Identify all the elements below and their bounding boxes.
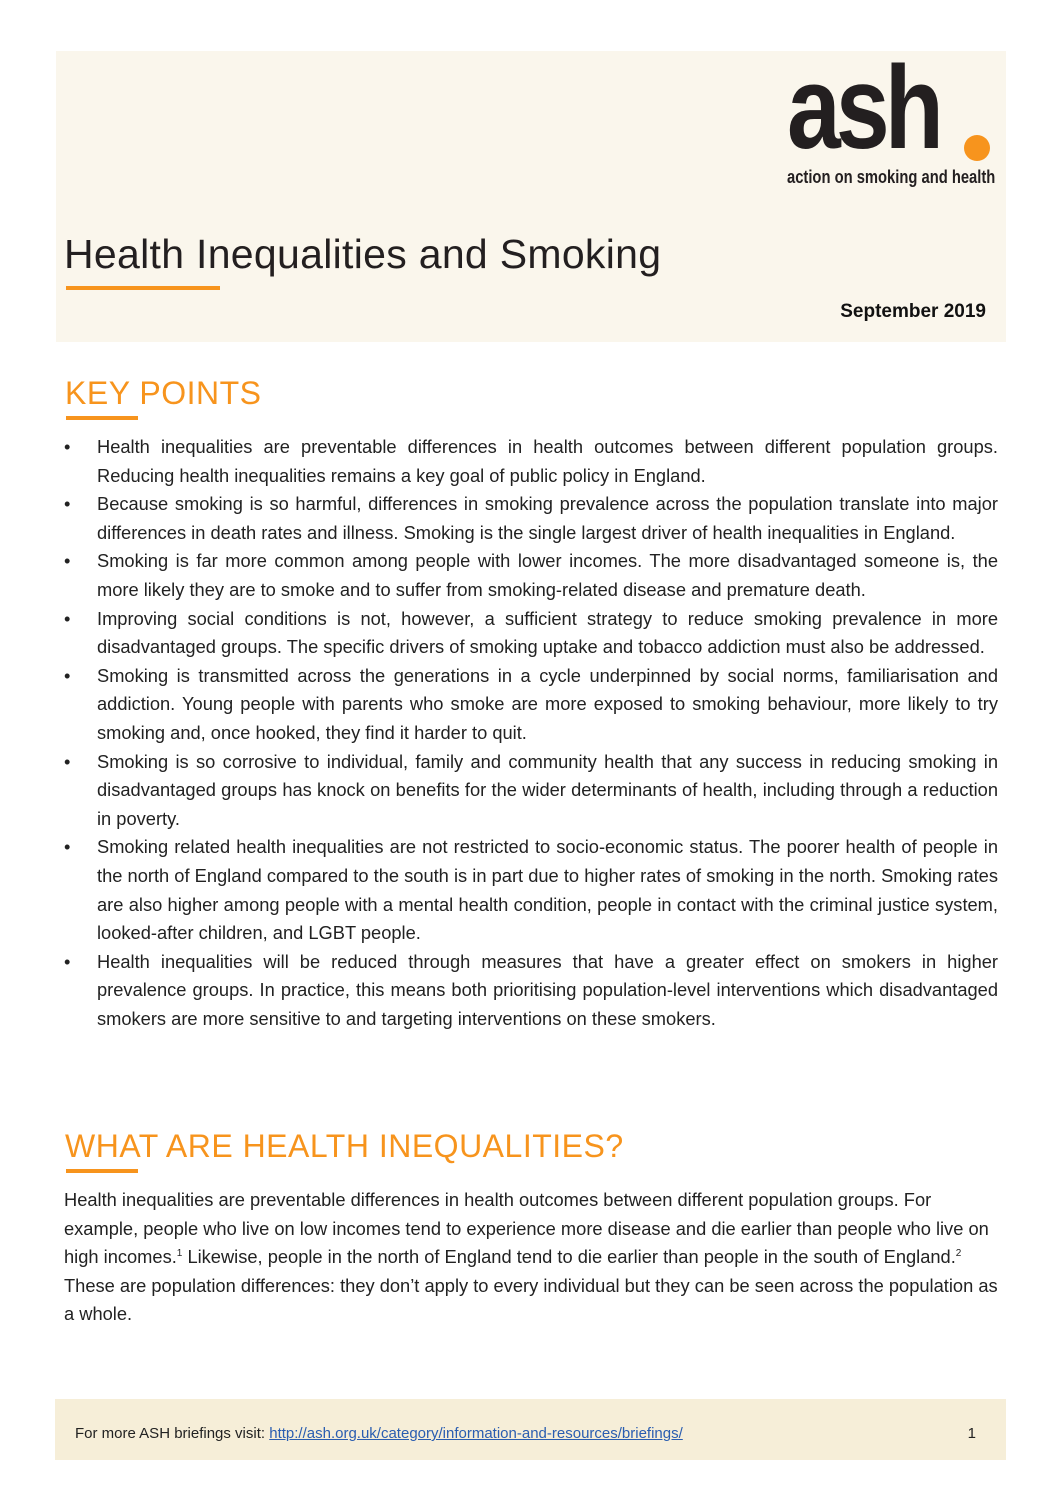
logo-wordmark: ash [787,42,944,174]
page-title: Health Inequalities and Smoking [64,231,662,277]
key-point-item: • Smoking is far more common among people… [64,547,998,604]
key-point-item: • Smoking is transmitted across the gener… [64,662,998,748]
briefings-link[interactable]: http://ash.org.uk/category/information-a… [269,1425,683,1442]
key-point-item: • Smoking related health inequalities are… [64,833,998,947]
footer: For more ASH briefings visit: http://ash… [55,1399,1006,1460]
footnote-ref[interactable]: 1 [176,1248,183,1260]
what-are-heading: WHAT ARE HEALTH INEQUALITIES? [65,1128,624,1164]
key-point-text: Smoking is so corrosive to individual, f… [97,750,998,829]
key-point-item: • Health inequalities will be reduced thr… [64,948,998,1034]
key-points-list: • Health inequalities are preventable dif… [64,433,998,1033]
key-point-text: Because smoking is so harmful, differenc… [97,493,998,543]
key-points-heading: KEY POINTS [65,375,262,411]
footer-text: For more ASH briefings visit: http://ash… [75,1425,683,1442]
para-text: Health inequalities are preventable diff… [64,1189,989,1268]
logo-tagline: action on smoking and health [787,167,996,187]
key-point-text: Health inequalities are preventable diff… [97,436,998,486]
bullet-icon: • [64,493,71,515]
logo-dot [964,135,990,161]
key-point-item: • Improving social conditions is not, how… [64,605,998,662]
bullet-icon: • [64,836,71,858]
para-text: These are population differences: they d… [64,1274,998,1325]
what-are-underline [66,1169,138,1173]
key-point-text: Health inequalities will be reduced thro… [97,950,998,1029]
bullet-icon: • [64,664,71,686]
key-point-text: Smoking related health inequalities are … [97,836,998,944]
bullet-icon: • [64,436,71,457]
bullet-icon: • [64,607,71,629]
what-are-paragraph: Health inequalities are preventable diff… [64,1186,998,1329]
key-point-text: Smoking is transmitted across the genera… [97,664,998,743]
ash-logo: ash action on smoking and health [787,49,996,188]
publication-date: September 2019 [840,301,986,322]
bullet-icon: • [64,550,71,572]
key-point-item: • Health inequalities are preventable dif… [64,433,998,490]
key-point-item: • Smoking is so corrosive to individual, … [64,748,998,834]
para-text: Likewise, people in the north of England… [182,1246,956,1268]
title-underline [66,286,220,290]
footer-label: For more ASH briefings visit: [75,1425,270,1442]
key-point-text: Improving social conditions is not, howe… [97,607,998,658]
key-point-text: Smoking is far more common among people … [97,550,998,600]
header-banner: ash action on smoking and health Health … [56,49,1006,342]
footnote-ref[interactable]: 2 [955,1248,962,1260]
key-points-underline [66,416,138,420]
key-point-item: • Because smoking is so harmful, differen… [64,490,998,547]
page-number: 1 [967,1425,976,1442]
bullet-icon: • [64,750,71,772]
bullet-icon: • [64,950,71,972]
